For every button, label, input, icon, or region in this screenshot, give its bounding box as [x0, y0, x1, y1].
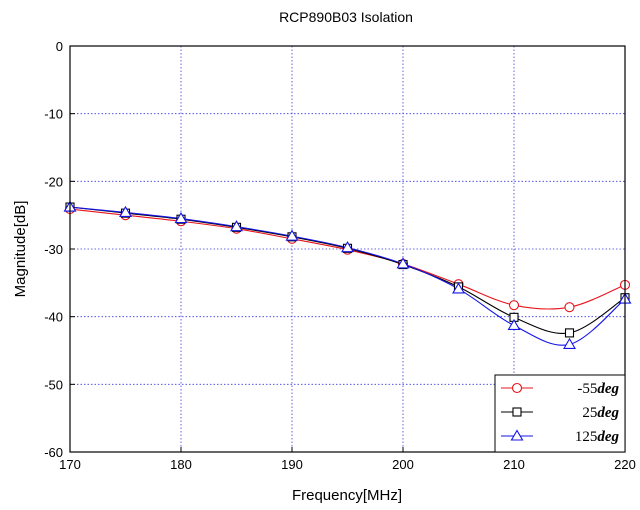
x-tick-label-1: 180	[170, 457, 192, 472]
y-tick-label-6: -60	[44, 445, 63, 460]
series-2-point-9	[563, 337, 576, 349]
series-2-point-1	[119, 205, 132, 218]
x-tick-label-4: 210	[503, 457, 525, 472]
series-0-point-9	[564, 302, 575, 313]
y-tick-label-4: -40	[44, 310, 63, 325]
y-tick-label-2: -20	[44, 174, 63, 189]
series-2-point-3	[230, 220, 243, 232]
legend-number-2: 125	[575, 429, 598, 445]
series-curves	[69, 206, 626, 346]
x-tick-label-3: 200	[392, 457, 414, 472]
y-tick-label-1: -10	[44, 107, 63, 122]
x-tick-label-0: 170	[59, 457, 81, 472]
series-line-2	[69, 206, 626, 346]
y-axis-title: Magnitude[dB]	[12, 201, 29, 298]
legend-number-1: 25	[582, 405, 597, 421]
legend-marker-2	[510, 429, 524, 441]
y-tick-label-3: -30	[44, 242, 63, 257]
legend-unit-0: deg	[597, 381, 619, 397]
x-tick-label-5: 220	[614, 457, 636, 472]
series-0-point-8	[508, 300, 520, 311]
series-line-1	[69, 206, 626, 335]
series-1-point-9	[564, 328, 575, 338]
legend-label-2: 125deg	[575, 429, 620, 445]
x-axis-title: Frequency[MHz]	[292, 487, 402, 504]
legend-label-1: 25deg	[582, 405, 619, 421]
y-tick-label-0: 0	[56, 39, 63, 54]
legend-marker-0	[511, 382, 523, 394]
legend-unit-1: deg	[597, 405, 619, 421]
series-2-point-4	[285, 229, 299, 241]
series-2-point-5	[341, 241, 354, 253]
legend-marker-1	[512, 407, 522, 417]
legend-label-0: -55deg	[577, 381, 619, 397]
chart-title: RCP890B03 Isolation	[279, 9, 413, 25]
legend-unit-2: deg	[597, 429, 619, 445]
series-2-point-2	[174, 211, 188, 224]
series-2-point-8	[507, 318, 521, 331]
series-2-point-7	[452, 282, 465, 294]
x-tick-label-2: 190	[281, 457, 303, 472]
series-line-0	[69, 208, 626, 310]
legend-number-0: -55	[577, 381, 597, 397]
series-markers	[63, 200, 632, 349]
y-tick-label-5: -50	[44, 377, 63, 392]
axis-ticks: 170 180 190 200 210 220 0 -10 -20 -30 -40 -50 -60	[44, 39, 636, 472]
series-2-point-6	[396, 257, 410, 269]
